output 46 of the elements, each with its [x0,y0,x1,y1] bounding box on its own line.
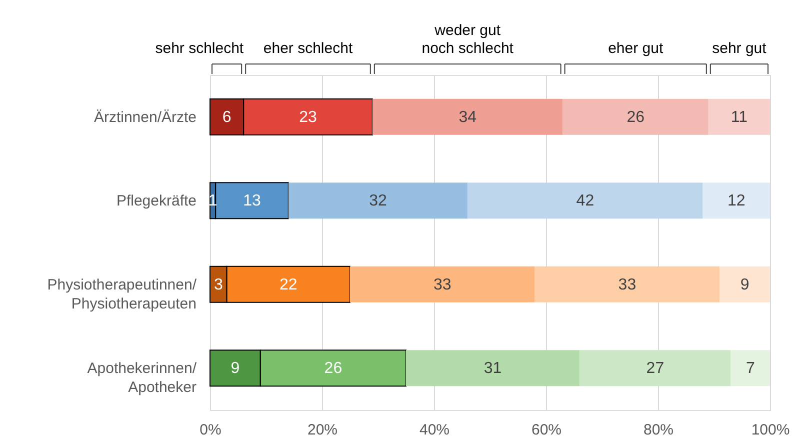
data-label: 11 [730,108,748,126]
data-label: 12 [728,192,746,210]
data-label: 26 [324,360,342,378]
x-tick-label: 40% [419,422,450,438]
data-label: 42 [576,192,594,210]
text: sehr gut [712,40,768,57]
x-tick-label: 0% [200,422,222,438]
data-label: 9 [230,360,240,378]
data-label: 6 [222,108,232,126]
data-label: 23 [299,108,317,126]
y-tick-label: Physiotherapeutinnen/ Physiotherapeuten [47,276,198,312]
bar [406,350,580,386]
bar [468,182,703,219]
text: eher gut [608,40,664,57]
y-tick-label: Ärztinnen/Ärzte [94,108,196,126]
data-label: 34 [458,108,477,126]
data-label: 9 [740,276,750,294]
x-tick-label: 80% [643,422,674,438]
text: sehr schlecht [155,40,244,57]
bar [350,266,535,302]
bar [702,182,770,219]
bar [720,266,770,302]
y-tick-label: Pflegekräfte [116,192,196,210]
bar [372,98,563,135]
data-label: 3 [214,276,223,294]
bar [730,350,770,386]
data-label: 33 [434,276,452,294]
y-tick-label: Apothekerinnen/ Apotheker [87,360,198,396]
data-label: 7 [746,360,755,378]
data-label: 26 [626,108,645,126]
text: weder gut noch schlecht [422,22,514,57]
data-label: 33 [618,276,636,294]
x-tick-label: 60% [531,422,562,438]
x-tick-label: 100% [751,422,790,438]
bar [580,350,731,386]
data-label: 13 [243,192,261,210]
bar [562,98,708,135]
bar [288,182,468,219]
data-label: 27 [646,360,664,378]
bar [534,266,720,302]
x-tick-label: 20% [307,422,338,438]
data-label: 22 [280,276,298,294]
bar [708,98,770,135]
text: eher schlecht [263,40,354,57]
data-label: 31 [484,360,502,378]
data-label: 32 [369,192,387,210]
